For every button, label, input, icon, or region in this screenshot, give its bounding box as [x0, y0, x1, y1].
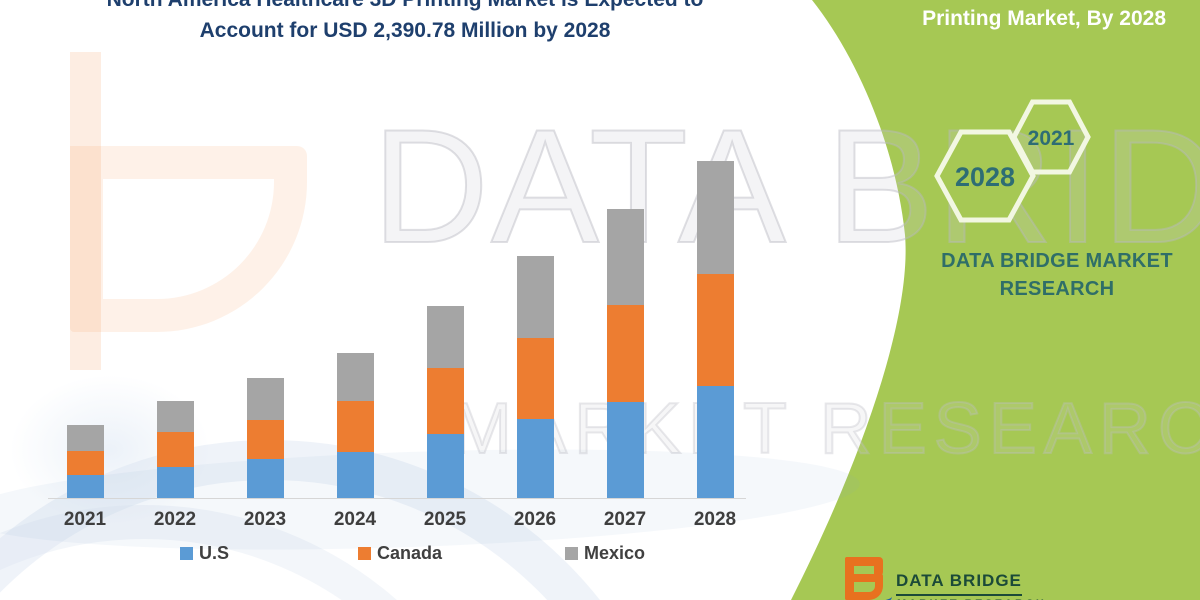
x-axis-tick-label: 2021: [63, 509, 107, 530]
bar-segment-canada-2026: [516, 338, 554, 419]
hexagon-2021-label: 2021: [1028, 127, 1075, 150]
hexagon-2028-label: 2028: [955, 162, 1015, 192]
panel-brand-line2: RESEARCH: [999, 278, 1115, 300]
bar-segment-us-2027: [606, 402, 644, 498]
bar-segment-us-2028: [696, 386, 734, 498]
bar-segment-canada-2023: [246, 420, 284, 459]
bar-segment-canada-2028: [696, 274, 734, 386]
stacked-bar-2023: [246, 378, 284, 498]
x-axis-tick-label: 2022: [153, 509, 197, 530]
bar-segment-us-2023: [246, 459, 284, 498]
legend-swatch-icon: [565, 547, 578, 560]
x-axis-tick-label: 2028: [693, 509, 737, 530]
green-panel-shape: [791, 0, 1200, 600]
x-axis-tick-label: 2026: [513, 509, 557, 530]
page-title: North America Healthcare 3D Printing Mar…: [20, 0, 790, 46]
panel-brand-line1: DATA BRIDGE MARKET: [941, 250, 1173, 272]
panel-brand-text: DATA BRIDGE MARKET RESEARCH: [928, 247, 1186, 303]
data-bridge-logo-icon: [874, 557, 883, 576]
legend-swatch-icon: [358, 547, 371, 560]
x-axis-tick-label: 2024: [333, 509, 377, 530]
stacked-bar-2021: [66, 425, 104, 498]
x-axis-tick-label: 2027: [603, 509, 647, 530]
legend-label: Canada: [377, 543, 443, 563]
x-axis-line: [48, 498, 746, 499]
legend-item-canada: Canada: [358, 543, 442, 564]
bar-segment-us-2022: [156, 467, 194, 498]
bar-segment-mexico-2023: [246, 378, 284, 420]
stacked-bar-2028: [696, 161, 734, 498]
bar-segment-us-2021: [66, 475, 104, 498]
bar-segment-canada-2022: [156, 432, 194, 467]
legend-label: U.S: [199, 543, 230, 563]
data-bridge-logo-icon: [845, 574, 883, 600]
bar-segment-mexico-2022: [156, 401, 194, 432]
hexagon-2028-icon: [934, 129, 1036, 223]
bar-segment-mexico-2027: [606, 209, 644, 305]
logo-subtext: MARKET RESEARCH: [897, 598, 1046, 600]
x-axis-tick-label: 2023: [243, 509, 287, 530]
stacked-bar-2026: [516, 256, 554, 498]
bar-segment-mexico-2024: [336, 353, 374, 401]
bar-segment-canada-2025: [426, 368, 464, 434]
bar-segment-mexico-2021: [66, 425, 104, 451]
watermark-text: MARKET RESEARCH: [451, 388, 1200, 470]
legend-swatch-icon: [180, 547, 193, 560]
watermark-text: DATA BRIDGE: [371, 96, 1200, 277]
panel-heading: Printing Market, By 2028: [922, 7, 1166, 30]
bar-segment-us-2026: [516, 419, 554, 498]
bar-segment-us-2024: [336, 452, 374, 498]
bar-segment-mexico-2026: [516, 256, 554, 338]
legend-item-mexico: Mexico: [565, 543, 645, 564]
stacked-bar-2027: [606, 209, 644, 498]
bar-segment-canada-2024: [336, 401, 374, 452]
page-title-line1: North America Healthcare 3D Printing Mar…: [20, 0, 790, 15]
page-title-line2: Account for USD 2,390.78 Million by 2028: [199, 19, 611, 42]
x-axis-tick-label: 2025: [423, 509, 467, 530]
stacked-bar-2025: [426, 306, 464, 498]
bar-segment-mexico-2028: [696, 161, 734, 274]
stacked-bar-2022: [156, 401, 194, 498]
bar-segment-mexico-2025: [426, 306, 464, 368]
bar-segment-us-2025: [426, 434, 464, 498]
year-hexagons: 2028 2021: [934, 99, 1091, 223]
data-bridge-logo-icon: [845, 557, 883, 566]
bar-segment-canada-2021: [66, 451, 104, 475]
bar-segment-canada-2027: [606, 305, 644, 402]
stacked-bar-2024: [336, 353, 374, 498]
legend-item-us: U.S: [180, 543, 229, 564]
logo-wordmark: DATA BRIDGE: [896, 571, 1022, 596]
legend-label: Mexico: [584, 543, 646, 563]
